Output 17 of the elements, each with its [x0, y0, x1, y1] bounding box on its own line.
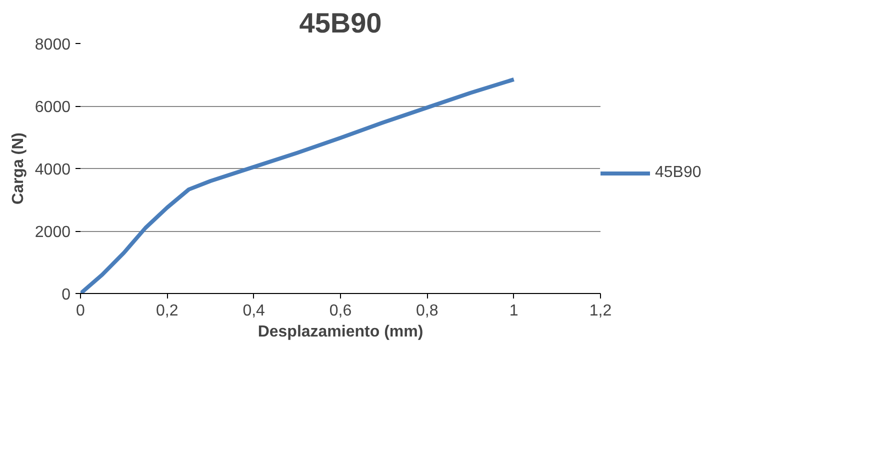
- x-tick-label: 0,2: [156, 302, 178, 320]
- x-tick-label: 0,8: [416, 302, 438, 320]
- x-tick-label: 1,2: [589, 302, 612, 320]
- y-tick-label: 2000: [34, 224, 71, 241]
- chart-title: 45B90: [299, 8, 382, 38]
- line-series: [80, 77, 516, 294]
- y-axis-title: Carga (N): [10, 132, 27, 205]
- x-tick-label: 1: [509, 302, 518, 320]
- legend-label: 45B90: [655, 164, 702, 182]
- x-axis-title: Desplazamiento (mm): [258, 324, 424, 340]
- x-tick-label: 0,6: [329, 302, 352, 320]
- y-tick-label: 0: [62, 286, 71, 304]
- x-tick-label: 0,4: [242, 302, 266, 320]
- y-tick-label: 6000: [34, 99, 71, 116]
- y-tick-label: 4000: [34, 162, 71, 178]
- y-tick-label: 8000: [34, 36, 71, 54]
- x-tick-label: 0: [76, 302, 86, 320]
